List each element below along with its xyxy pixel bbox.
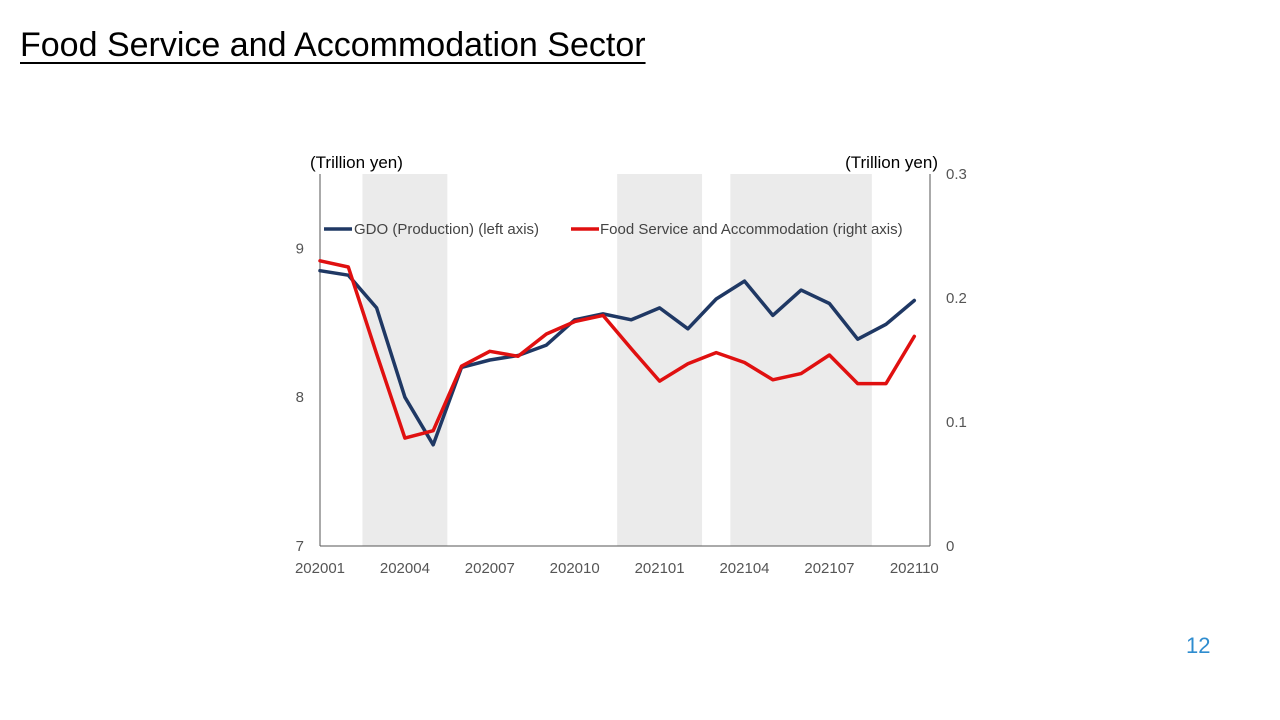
right-axis-tick-label: 0.3 <box>946 166 967 183</box>
right-axis-tick-label: 0.2 <box>946 290 967 307</box>
shaded-period-1 <box>362 174 448 546</box>
x-axis-tick-label: 202104 <box>719 560 769 577</box>
x-axis-tick-label: 202110 <box>890 560 939 577</box>
right-axis-unit-label: (Trillion yen) <box>845 153 938 172</box>
left-axis-unit-label: (Trillion yen) <box>310 153 403 172</box>
tick-labels: 7 8 9 0 0.1 0.2 0.3 202001 202004 202007 202010 202… <box>295 166 967 577</box>
left-axis-tick-label: 8 <box>296 389 304 406</box>
shaded-period-3 <box>730 174 872 546</box>
x-axis-tick-label: 202004 <box>380 560 430 577</box>
series-line-gdo <box>318 268 917 447</box>
x-axis-tick-label: 202101 <box>635 560 685 577</box>
left-axis-tick-label: 9 <box>296 240 304 257</box>
left-axis-tick-label: 7 <box>296 538 304 555</box>
legend-label: Food Service and Accommodation (right ax… <box>600 221 903 238</box>
x-axis-tick-label: 202001 <box>295 560 345 577</box>
legend: GDO (Production) (left axis) Food Service… <box>324 221 903 238</box>
series-line-food-service <box>318 259 917 440</box>
x-axis-tick-label: 202007 <box>465 560 515 577</box>
page-number: 12 <box>1186 633 1211 658</box>
shaded-periods <box>362 174 872 546</box>
series-lines <box>318 259 917 447</box>
x-axis-tick-label: 202010 <box>550 560 600 577</box>
right-axis-tick-label: 0.1 <box>946 414 967 431</box>
slide-title: Food Service and Accommodation Sector <box>20 26 646 64</box>
axes <box>319 174 931 547</box>
shaded-period-2 <box>617 174 703 546</box>
x-axis-tick-label: 202107 <box>804 560 854 577</box>
right-axis-tick-label: 0 <box>946 538 954 555</box>
legend-label: GDO (Production) (left axis) <box>354 221 539 238</box>
